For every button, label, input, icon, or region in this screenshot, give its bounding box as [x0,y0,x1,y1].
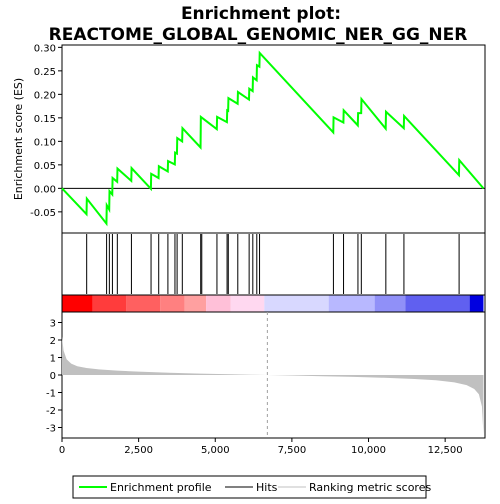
ranking-color-segment [470,295,484,312]
metric-y-tick-label: 3 [50,319,56,330]
x-tick-label: 12,500 [428,445,463,456]
es-y-tick-label: 0.20 [34,90,56,101]
es-y-tick-label: 0.25 [34,67,56,78]
metric-y-tick-label: 0 [50,371,56,382]
legend-label-hits: Hits [256,481,278,494]
ranking-color-bar [62,295,485,312]
ranking-color-segment [93,295,127,312]
ranked-metric-panel: -3 -2 -1 0 1 2 3 0 2,500 5,000 7,500 10,000 12,500 [46,312,485,456]
ranking-color-segment [375,295,406,312]
enrichment-plot-frame [62,45,485,233]
ranking-color-segment [185,295,206,312]
ranking-color-segment [206,295,231,312]
ranking-color-segment [160,295,185,312]
ranking-color-segments [62,295,483,312]
metric-y-tick-label: -2 [46,406,56,417]
legend-label-ranking: Ranking metric scores [309,481,431,494]
metric-y-tick-label: -3 [46,424,56,435]
chart-title-line1: Enrichment plot: [181,4,341,24]
es-y-tick-label: 0.00 [34,184,56,195]
ranking-color-segment [405,295,469,312]
legend: Enrichment profile Hits Ranking metric s… [73,476,431,498]
es-y-tick-label: 0.30 [34,43,56,54]
x-tick-label: 5,000 [201,445,230,456]
es-y-tick-label: 0.15 [34,114,56,125]
metric-y-tick-label: 2 [50,336,56,347]
es-y-tick-label: -0.05 [30,208,56,219]
x-tick-label: 0 [59,445,65,456]
ranking-color-segment [231,295,265,312]
hits-plot-frame [62,233,485,295]
ranking-color-segment [62,295,93,312]
es-y-tick-label: 0.10 [34,137,56,148]
legend-label-enrichment: Enrichment profile [110,481,212,494]
metric-y-tick-label: 1 [50,354,56,365]
chart-title-line2: REACTOME_GLOBAL_GENOMIC_NER_GG_NER [49,25,468,45]
ranking-color-segment [264,295,328,312]
es-y-axis-label: Enrichment score (ES) [12,78,25,200]
metric-y-tick-label: -1 [46,389,56,400]
x-axis-ticks: 0 2,500 5,000 7,500 10,000 12,500 [59,438,463,456]
es-y-axis-ticks: -0.05 0.00 0.05 0.10 0.15 0.20 0.25 0.30 [30,43,62,219]
metric-y-axis-ticks: -3 -2 -1 0 1 2 3 [46,319,62,435]
ranking-color-segment [329,295,375,312]
enrichment-score-panel: -0.05 0.00 0.05 0.10 0.15 0.20 0.25 0.30 Enrich… [12,43,485,233]
ranking-color-segment [126,295,160,312]
x-tick-label: 2,500 [124,445,153,456]
x-tick-label: 10,000 [351,445,386,456]
x-tick-label: 7,500 [278,445,307,456]
hits-panel [62,233,485,295]
es-y-tick-label: 0.05 [34,161,56,172]
